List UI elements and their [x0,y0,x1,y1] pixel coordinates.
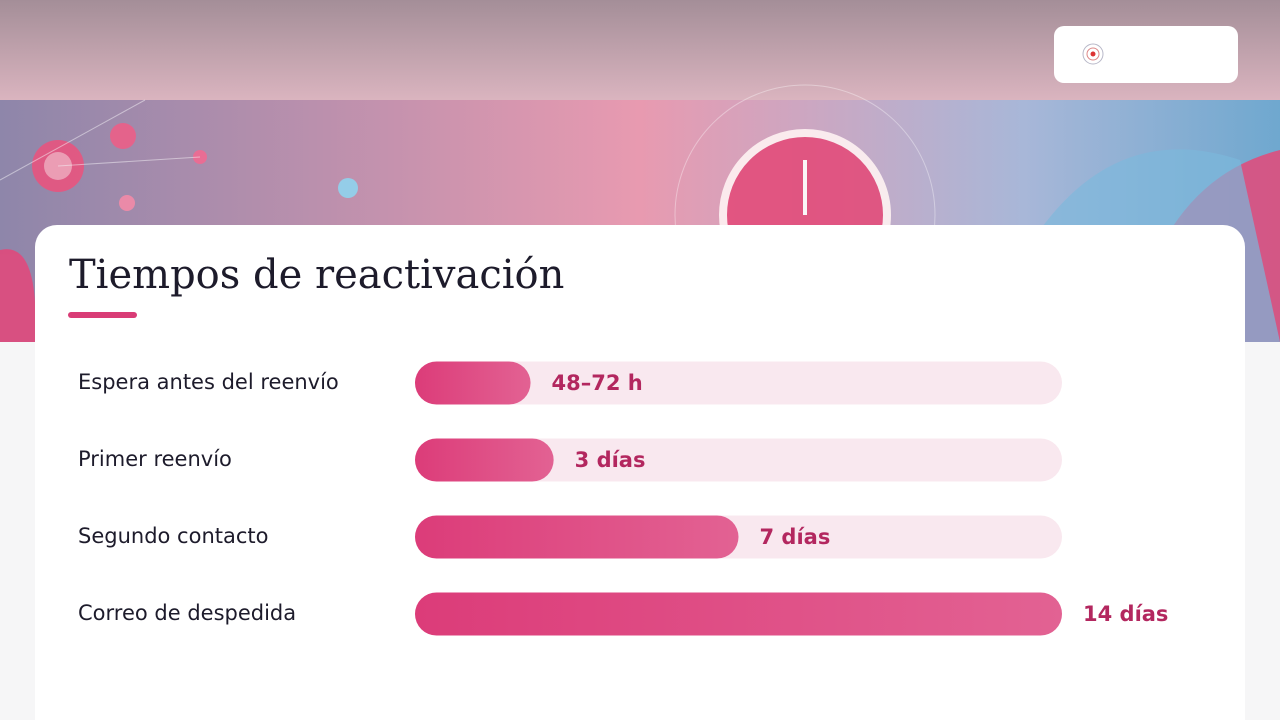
bar [415,592,1062,636]
category-label: Espera antes del reenvío [78,370,339,394]
logo-box [1054,26,1238,83]
bar [415,515,739,559]
chart-title: Tiempos de reactivación [69,252,564,298]
value-label: 3 días [575,448,646,472]
bar [415,361,531,405]
value-label: 48–72 h [552,371,643,395]
category-label: Correo de despedida [78,601,296,625]
value-label: 7 días [760,525,831,549]
category-label: Segundo contacto [78,524,269,548]
category-label: Primer reenvío [78,447,232,471]
bar [415,438,554,482]
bar-track [415,438,1062,482]
logo-icon [1082,43,1104,65]
title-accent [68,312,137,318]
bar-track [415,361,1062,405]
value-label: 14 días [1083,602,1168,626]
